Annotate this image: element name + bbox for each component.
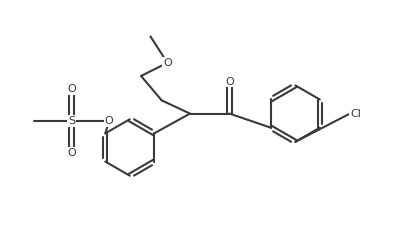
Text: O: O — [105, 116, 113, 126]
Text: O: O — [163, 58, 172, 68]
Text: S: S — [68, 116, 75, 126]
Text: O: O — [67, 148, 76, 158]
Text: O: O — [67, 84, 76, 94]
Text: O: O — [225, 77, 234, 87]
Text: Cl: Cl — [350, 108, 361, 119]
